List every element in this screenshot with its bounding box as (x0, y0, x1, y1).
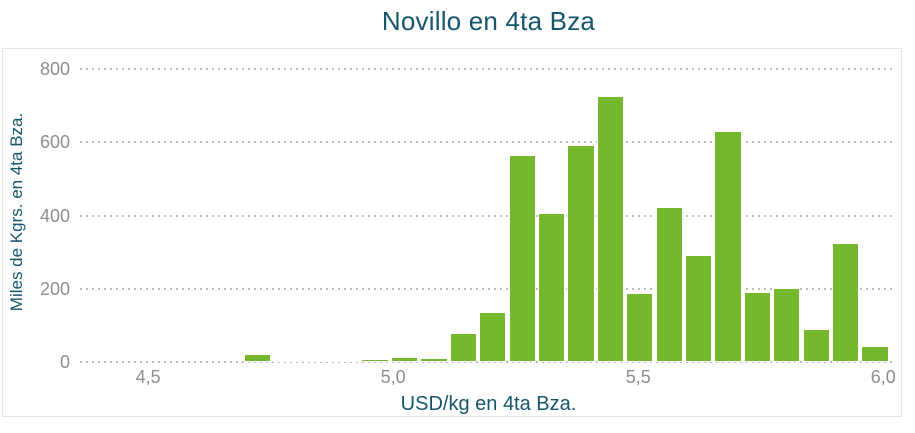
histogram-bar (273, 360, 301, 363)
histogram-bar (508, 155, 536, 362)
y-tick-label: 0 (59, 352, 70, 372)
gridline-y-400 (80, 214, 893, 217)
y-tick-label: 800 (39, 59, 70, 79)
histogram-bar (802, 329, 830, 362)
histogram-bar (684, 254, 713, 362)
x-tick-label: 6,0 (870, 367, 896, 387)
x-tick-label: 5,0 (380, 367, 406, 387)
histogram-bar (537, 212, 566, 362)
histogram-bar (479, 312, 507, 362)
x-axis-title: USD/kg en 4ta Bza. (400, 393, 577, 415)
y-tick-label: 200 (39, 278, 70, 299)
histogram-bar (449, 333, 478, 362)
y-tick-label: 400 (39, 205, 70, 226)
histogram-bar (655, 207, 683, 362)
x-tick-label: 4,5 (135, 367, 161, 387)
histogram-bar (420, 358, 448, 362)
y-tick-label: 600 (39, 132, 70, 153)
histogram-bar (596, 95, 625, 362)
histogram-bar (567, 144, 595, 362)
histogram-bar (361, 359, 389, 362)
histogram-bar (332, 360, 360, 363)
histogram-bar (773, 287, 801, 362)
histogram-bar (390, 357, 419, 362)
histogram-bar (626, 293, 654, 362)
gridline-y-200 (80, 287, 893, 290)
histogram-bar (243, 353, 272, 362)
histogram-bar (714, 131, 742, 362)
chart-title: Novillo en 4ta Bza (381, 6, 596, 36)
gridline-y-0 (80, 361, 893, 363)
gridline-y-600 (80, 141, 893, 144)
x-tick-label: 5,5 (625, 367, 651, 387)
plot-area (80, 68, 897, 363)
histogram-bar (831, 243, 860, 362)
histogram-bar (302, 360, 330, 363)
histogram-bar (743, 292, 772, 362)
gridline-y-800 (80, 68, 893, 70)
histogram-bar (861, 345, 889, 362)
